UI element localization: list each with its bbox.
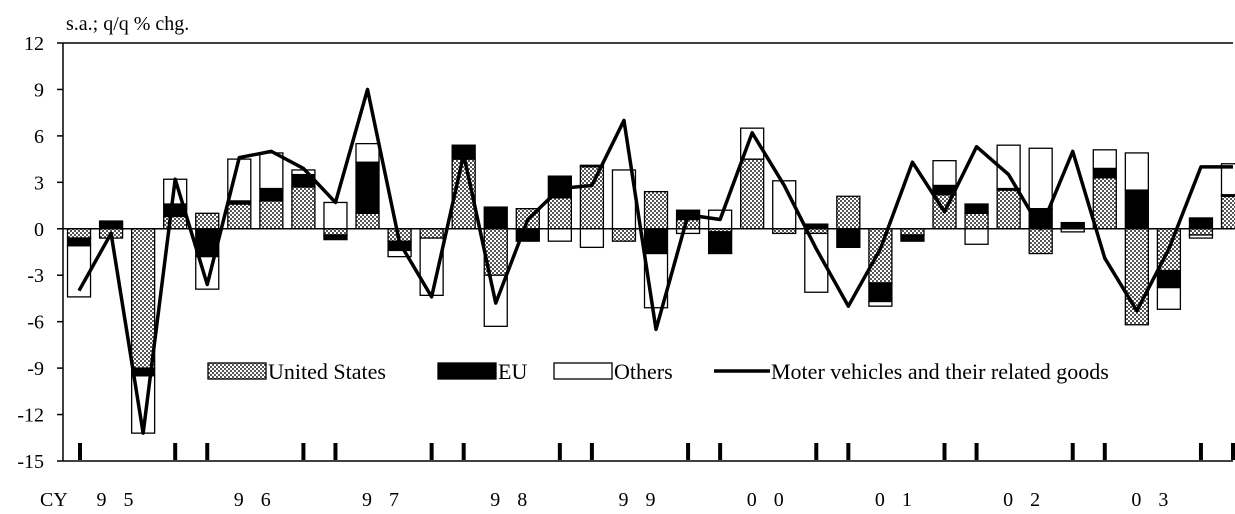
x-year-label: 9 6 [234, 489, 277, 511]
bar-segment-eu [1156, 269, 1182, 289]
bar-segment-united-states [130, 228, 156, 369]
bar-segment-eu [1124, 189, 1149, 230]
x-year-label: 0 2 [1003, 489, 1046, 511]
bar-segment-eu [355, 161, 380, 214]
x-year-label: 9 8 [490, 489, 533, 511]
bar-segment-eu [836, 228, 861, 249]
bar-segment-eu [1188, 217, 1214, 230]
y-tick-label: -3 [27, 265, 44, 287]
legend-swatch-eu [437, 362, 497, 380]
bar-segment-others [579, 228, 605, 249]
bar-segment-united-states [611, 228, 637, 242]
bar-segment-eu [66, 237, 92, 247]
y-tick-label: -9 [27, 358, 44, 380]
bar-segment-others [964, 228, 989, 245]
bar-segment-others [387, 249, 412, 258]
x-year-label: 9 9 [619, 489, 662, 511]
bar-segment-others [1220, 163, 1235, 196]
bar-segment-eu [1060, 221, 1085, 228]
bar-segment-others [804, 232, 829, 293]
bar-segment-others [1124, 152, 1149, 191]
bar-segment-eu [707, 231, 733, 255]
bar-segment-united-states [291, 186, 316, 230]
bar-segment-others [323, 201, 348, 230]
line-series-moter-vehicles [77, 87, 1233, 435]
bar-segment-eu [98, 220, 124, 230]
y-tick-label: 9 [34, 79, 44, 101]
legend-swatch-united-states [207, 362, 267, 380]
unit-label: s.a.; q/q % chg. [66, 13, 189, 35]
bar-segment-united-states [259, 200, 284, 230]
bar-segment-united-states [740, 158, 765, 230]
bar-segment-others [1156, 286, 1182, 310]
bar-segment-united-states [163, 215, 188, 230]
bar-segment-united-states [547, 197, 572, 230]
y-tick-label: -15 [17, 451, 44, 473]
bar-segment-united-states [1220, 195, 1235, 230]
legend-label-united-states: United States [268, 359, 386, 384]
bar-segment-united-states [579, 166, 605, 230]
bar-segment-eu [483, 206, 508, 230]
x-year-label: 0 0 [747, 489, 790, 511]
bar-segment-others [932, 160, 957, 187]
bar-segment-united-states [355, 212, 380, 230]
y-tick-label: 12 [24, 33, 44, 55]
bar-segment-united-states [323, 228, 348, 236]
x-year-label: 0 1 [875, 489, 918, 511]
y-tick-label: -12 [17, 405, 44, 427]
bar-segment-united-states [1188, 228, 1214, 236]
bar-segment-united-states [66, 228, 92, 239]
x-prefix-label: CY [40, 489, 68, 511]
y-tick-label: -6 [27, 312, 44, 334]
plot-area: 12 9 6 3 0 -3 -6 -9 -12 -15 CY 9 5 9 6 9 7 9 8 9 9 0 0 0 … [17, 33, 1235, 511]
bar-segment-eu [900, 234, 925, 242]
bar-segment-eu [579, 164, 605, 168]
legend-swatch-others [553, 362, 613, 380]
bar-segment-eu [259, 187, 284, 202]
x-year-label: 0 3 [1131, 489, 1174, 511]
legend-label-others: Others [614, 359, 673, 384]
x-year-label: 9 5 [97, 489, 140, 511]
bar-segment-united-states [419, 228, 444, 239]
bar-segment-eu [964, 203, 989, 214]
y-tick-label: 3 [34, 172, 44, 194]
bar-segment-united-states [996, 189, 1021, 230]
bar-segment-others [1188, 234, 1214, 239]
bar-segment-united-states [227, 203, 252, 230]
bar-segment-eu [1092, 167, 1117, 179]
bar-segment-eu [868, 282, 893, 303]
bar-segment-others [1092, 149, 1117, 170]
y-tick-label: 6 [34, 126, 44, 148]
bar-segment-united-states [195, 212, 220, 230]
bar-segment-eu [323, 234, 348, 241]
x-year-label: 9 7 [362, 489, 405, 511]
bar-segment-united-states [964, 212, 989, 230]
legend-label-line: Moter vehicles and their related goods [771, 359, 1109, 384]
bar-segment-united-states [1028, 228, 1053, 255]
bar-segment-united-states [1092, 177, 1117, 230]
bar-segment-united-states [836, 195, 861, 230]
bar-segment-united-states [900, 228, 925, 236]
y-tick-label: 0 [34, 219, 44, 241]
bar-segment-united-states [643, 190, 669, 230]
bar-segment-united-states [868, 228, 893, 284]
bar-segment-eu [643, 228, 669, 255]
legend-label-eu: EU [498, 359, 527, 384]
bar-segment-others [868, 300, 893, 307]
bar-segment-others [1028, 147, 1053, 210]
bar-segment-others [547, 228, 572, 242]
legend: United States EU Others Moter vehicles and … [207, 359, 1109, 384]
bar-segment-others [355, 142, 380, 163]
bar-segment-others [259, 152, 284, 190]
